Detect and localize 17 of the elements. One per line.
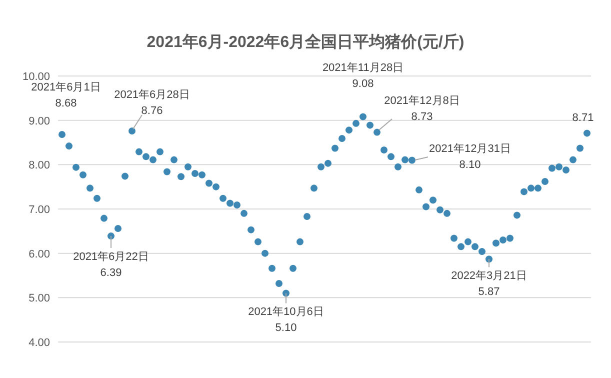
annotation: 2022年3月21日 5.87	[451, 270, 527, 298]
annotation: 2021年12月8日 8.73	[384, 95, 460, 123]
y-tick-label: 6.00	[28, 248, 50, 260]
annotation: 2021年12月31日 8.10	[429, 143, 511, 171]
y-tick-label: 9.00	[28, 115, 50, 128]
y-tick-label: 7.00	[28, 204, 50, 216]
y-tick-label: 4.00	[28, 337, 50, 349]
y-tick-label: 8.00	[28, 160, 50, 172]
y-tick-label: 5.00	[28, 292, 50, 305]
annotation: 2021年6月1日 8.68	[31, 82, 101, 110]
annotation: 2021年11月28日 9.08	[322, 62, 404, 90]
y-tick-label: 10.00	[22, 71, 50, 83]
annotation: 2021年6月28日 8.76	[114, 89, 190, 117]
annotation: 8.71	[572, 112, 594, 124]
annotation: 2021年10月6日 5.10	[248, 306, 324, 334]
annotation: 2021年6月22日 6.39	[73, 251, 149, 280]
chart-title: 2021年6月-2022年6月全国日平均猪价(元/斤)	[146, 33, 464, 51]
